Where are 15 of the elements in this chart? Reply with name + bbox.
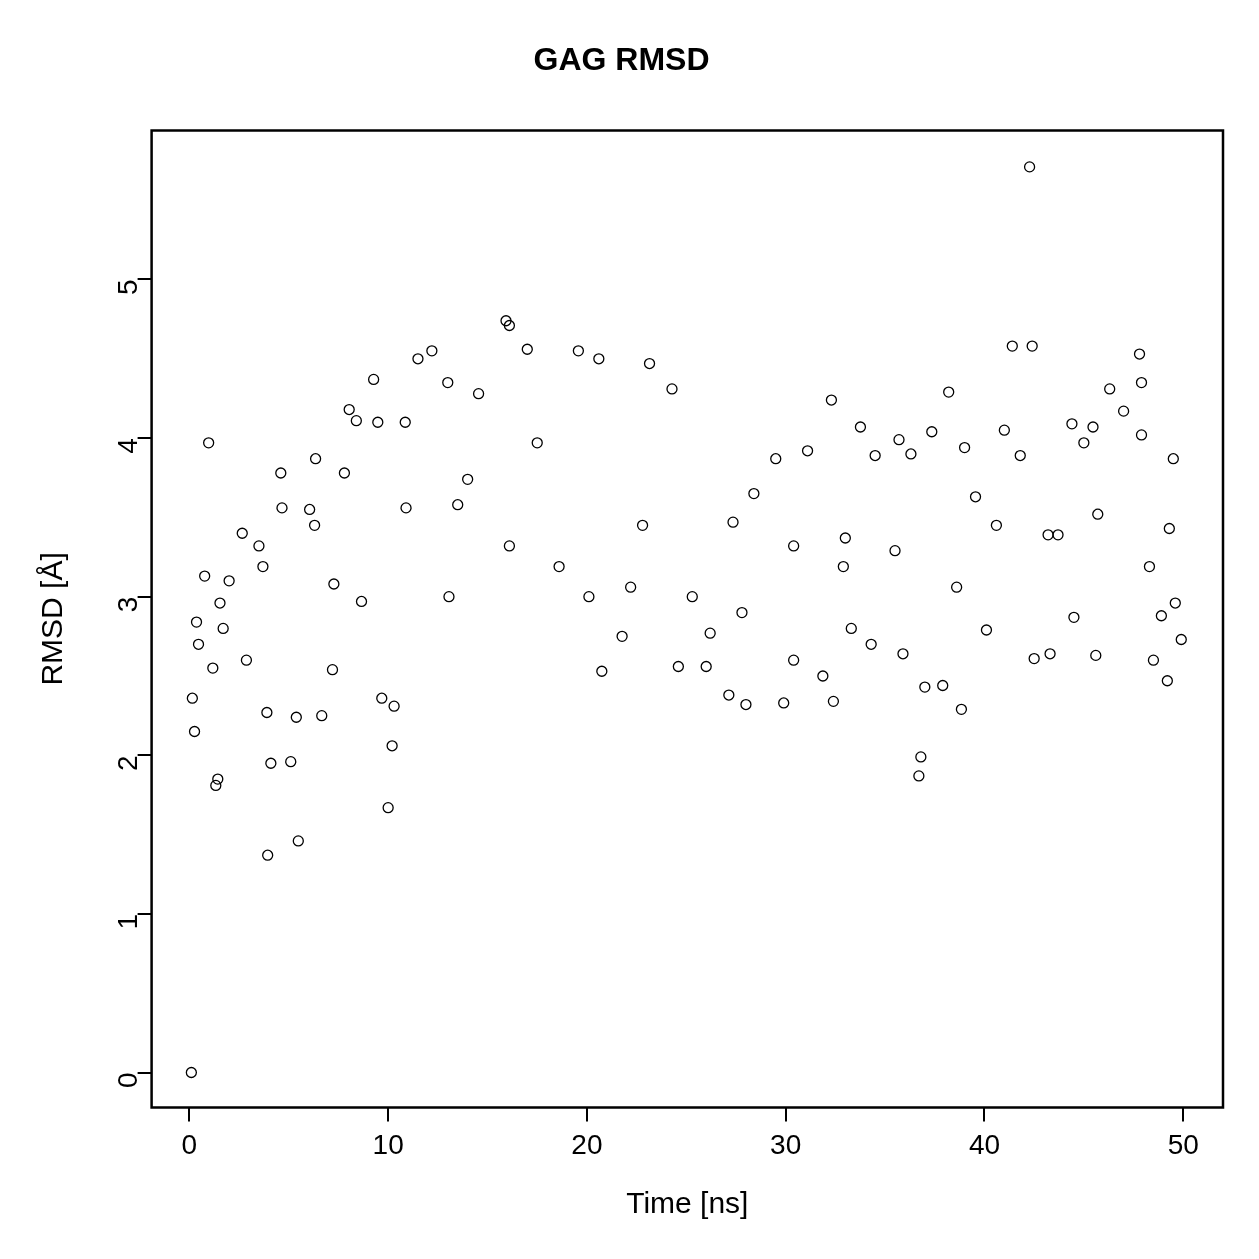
y-tick-label: 3 [112, 596, 144, 613]
y-tick-label: 1 [112, 913, 144, 930]
y-tick-label: 2 [112, 755, 144, 771]
x-tick-label: 40 [968, 1128, 1001, 1160]
x-tick-label: 10 [372, 1128, 404, 1160]
x-tick-label: 50 [1167, 1128, 1199, 1160]
y-tick-label: 0 [112, 1072, 144, 1089]
x-tick-label: 20 [571, 1128, 603, 1160]
y-tick-label: 5 [112, 279, 144, 296]
y-axis-title: RMSD [Å] [35, 552, 69, 686]
chart-title: GAG RMSD [533, 41, 710, 78]
y-tick-label: 4 [112, 438, 144, 454]
x-tick-label: 30 [770, 1128, 802, 1160]
x-axis-title: Time [ns] [626, 1186, 749, 1220]
x-tick-label: 0 [181, 1128, 198, 1160]
